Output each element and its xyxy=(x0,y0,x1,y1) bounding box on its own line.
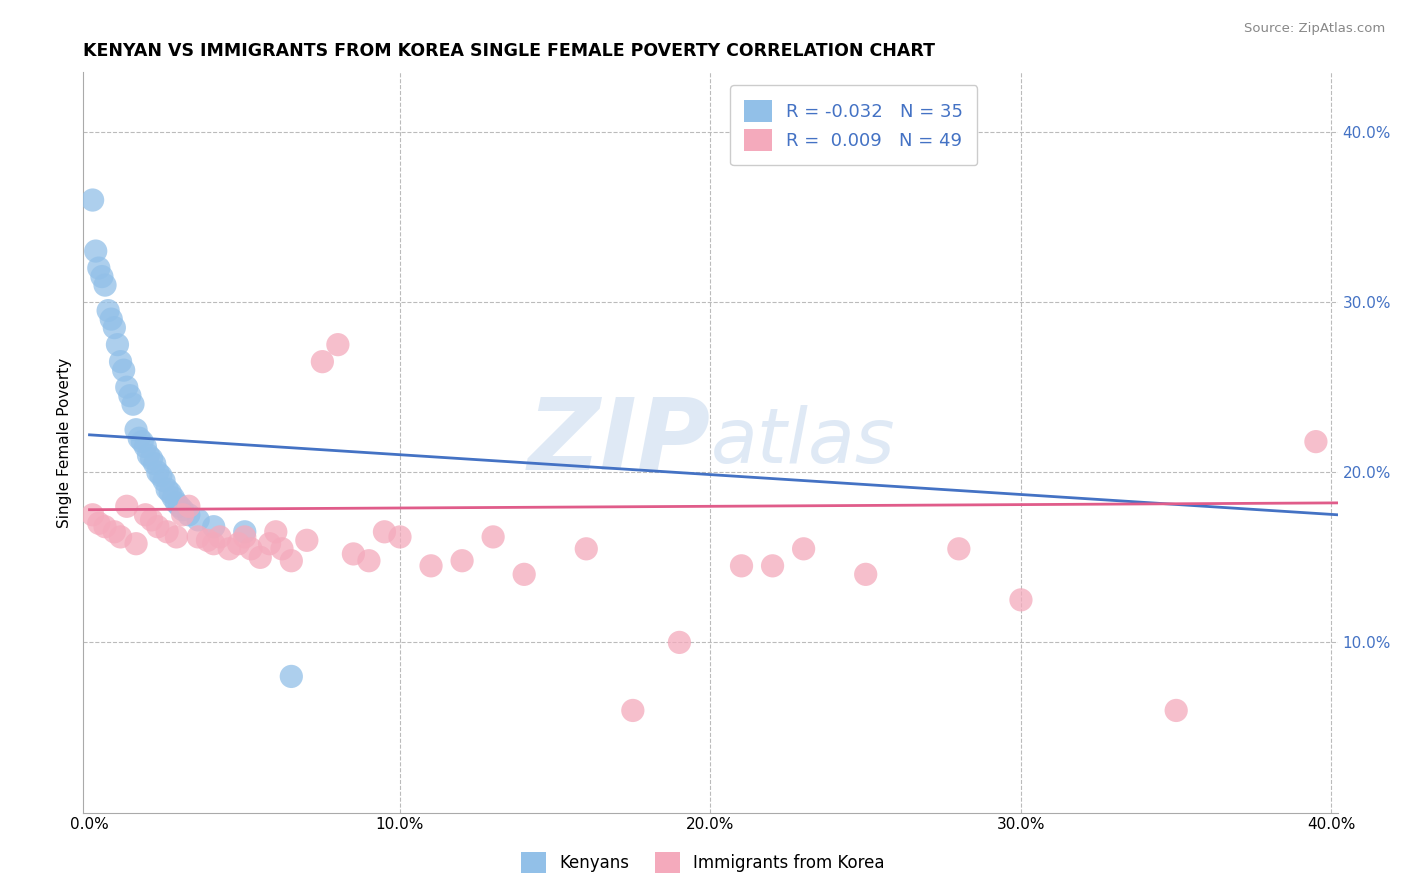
Point xyxy=(233,524,256,539)
Point xyxy=(197,533,219,548)
Point xyxy=(271,541,294,556)
Point xyxy=(146,465,169,479)
Point xyxy=(146,519,169,533)
Point xyxy=(125,423,148,437)
Point xyxy=(1305,434,1327,449)
Point xyxy=(149,468,172,483)
Point xyxy=(141,451,163,466)
Point xyxy=(134,508,156,522)
Point xyxy=(153,474,176,488)
Point xyxy=(103,320,125,334)
Point xyxy=(165,530,187,544)
Point xyxy=(131,434,153,449)
Point xyxy=(218,541,240,556)
Point xyxy=(575,541,598,556)
Point xyxy=(90,269,112,284)
Point xyxy=(177,508,200,522)
Point xyxy=(793,541,815,556)
Point xyxy=(295,533,318,548)
Point xyxy=(202,537,225,551)
Point xyxy=(110,530,132,544)
Point xyxy=(233,530,256,544)
Point xyxy=(451,554,474,568)
Point xyxy=(202,519,225,533)
Point xyxy=(103,524,125,539)
Point xyxy=(668,635,690,649)
Point xyxy=(100,312,122,326)
Point xyxy=(187,513,209,527)
Point xyxy=(112,363,135,377)
Point xyxy=(82,508,104,522)
Point xyxy=(280,554,302,568)
Point xyxy=(84,244,107,258)
Point xyxy=(165,496,187,510)
Point xyxy=(172,508,194,522)
Point xyxy=(97,303,120,318)
Point xyxy=(948,541,970,556)
Point xyxy=(420,558,443,573)
Point xyxy=(115,380,138,394)
Point xyxy=(107,337,129,351)
Point xyxy=(122,397,145,411)
Point xyxy=(128,431,150,445)
Legend: R = -0.032   N = 35, R =  0.009   N = 49: R = -0.032 N = 35, R = 0.009 N = 49 xyxy=(730,85,977,165)
Point xyxy=(855,567,877,582)
Point xyxy=(118,389,141,403)
Point xyxy=(125,537,148,551)
Point xyxy=(239,541,262,556)
Point xyxy=(621,703,644,717)
Point xyxy=(280,669,302,683)
Point xyxy=(94,278,117,293)
Point xyxy=(342,547,364,561)
Point xyxy=(87,261,110,276)
Point xyxy=(87,516,110,531)
Point xyxy=(141,513,163,527)
Text: Source: ZipAtlas.com: Source: ZipAtlas.com xyxy=(1244,22,1385,36)
Point xyxy=(482,530,505,544)
Point xyxy=(110,354,132,368)
Point xyxy=(162,491,184,505)
Y-axis label: Single Female Poverty: Single Female Poverty xyxy=(58,358,72,527)
Point xyxy=(326,337,349,351)
Point xyxy=(94,519,117,533)
Point xyxy=(156,483,179,497)
Point xyxy=(249,550,271,565)
Legend: Kenyans, Immigrants from Korea: Kenyans, Immigrants from Korea xyxy=(515,846,891,880)
Point xyxy=(259,537,281,551)
Point xyxy=(187,530,209,544)
Point xyxy=(169,500,191,514)
Text: ZIP: ZIP xyxy=(527,394,710,491)
Point xyxy=(373,524,395,539)
Point xyxy=(264,524,287,539)
Point xyxy=(177,500,200,514)
Point xyxy=(513,567,536,582)
Point xyxy=(761,558,783,573)
Point xyxy=(311,354,333,368)
Point xyxy=(134,440,156,454)
Point xyxy=(115,500,138,514)
Point xyxy=(1166,703,1188,717)
Point xyxy=(208,530,231,544)
Point xyxy=(172,502,194,516)
Point xyxy=(228,537,250,551)
Point xyxy=(82,193,104,207)
Point xyxy=(1010,592,1032,607)
Point xyxy=(138,448,160,462)
Point xyxy=(156,524,179,539)
Text: KENYAN VS IMMIGRANTS FROM KOREA SINGLE FEMALE POVERTY CORRELATION CHART: KENYAN VS IMMIGRANTS FROM KOREA SINGLE F… xyxy=(83,42,935,60)
Text: atlas: atlas xyxy=(710,406,896,480)
Point xyxy=(730,558,752,573)
Point xyxy=(388,530,411,544)
Point xyxy=(143,457,166,471)
Point xyxy=(357,554,380,568)
Point xyxy=(159,485,181,500)
